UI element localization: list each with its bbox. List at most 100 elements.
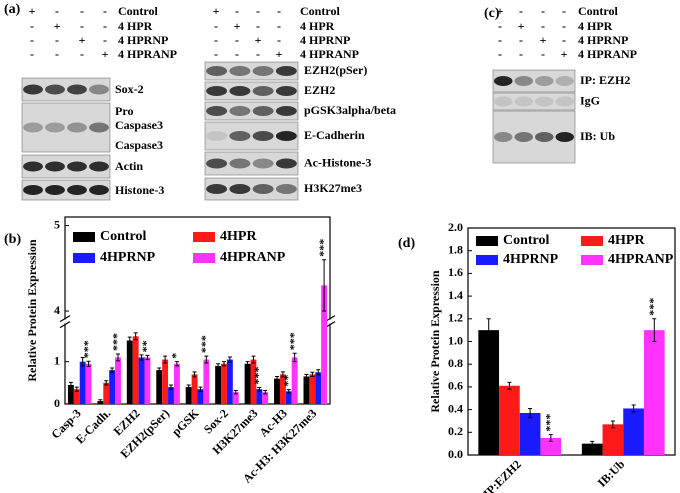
blot-band bbox=[89, 161, 109, 172]
bar bbox=[185, 387, 192, 404]
blot-band bbox=[275, 131, 297, 141]
treatment-sign: - bbox=[498, 33, 502, 47]
blot bbox=[204, 81, 299, 101]
blot-band bbox=[206, 158, 228, 169]
treatment-sign: + bbox=[540, 33, 547, 47]
error-bar bbox=[304, 373, 309, 380]
bar bbox=[126, 340, 133, 404]
blot-band bbox=[275, 106, 297, 116]
blot-band bbox=[67, 161, 87, 172]
blot-band bbox=[252, 106, 274, 116]
error-bar bbox=[186, 384, 191, 390]
legend-swatch bbox=[581, 236, 603, 246]
treatment-name: 4 HPR bbox=[300, 19, 335, 33]
treatment-sign: - bbox=[80, 4, 84, 18]
error-bar bbox=[251, 355, 256, 364]
blot bbox=[204, 151, 299, 176]
blot-label: E-Cadherin bbox=[304, 128, 365, 142]
legend-swatch bbox=[73, 232, 95, 242]
blot-band bbox=[45, 161, 65, 172]
blot-band bbox=[229, 184, 251, 194]
significance: ** bbox=[281, 375, 295, 387]
bar bbox=[244, 363, 251, 404]
bar bbox=[203, 359, 210, 404]
treatment-sign: - bbox=[562, 4, 566, 18]
y-tick-label: 5 bbox=[54, 217, 60, 231]
blot-band bbox=[206, 86, 228, 96]
blot bbox=[204, 61, 299, 81]
bar bbox=[109, 370, 116, 404]
blot-band bbox=[23, 84, 43, 95]
y-tick-label: 0.6 bbox=[448, 379, 463, 393]
bar bbox=[232, 392, 239, 404]
error-bar bbox=[507, 381, 512, 390]
legend-label: 4HPRNP bbox=[503, 252, 559, 267]
y-axis-label: Relative Protein Expression bbox=[428, 270, 442, 413]
error-bar bbox=[548, 434, 553, 442]
treatment-sign: + bbox=[234, 19, 241, 33]
error-bar bbox=[227, 356, 232, 363]
error-bar bbox=[74, 386, 79, 392]
treatment-name: 4 HPRANP bbox=[578, 47, 637, 61]
treatment-sign: - bbox=[498, 47, 502, 61]
error-bar bbox=[286, 389, 291, 394]
bar bbox=[168, 387, 174, 404]
blot-band bbox=[206, 184, 228, 194]
significance: *** bbox=[198, 335, 212, 353]
blot-band bbox=[23, 185, 43, 195]
blot-band bbox=[23, 161, 43, 172]
treatment-name: 4 HPRANP bbox=[118, 47, 177, 61]
error-bar bbox=[98, 399, 103, 403]
bar bbox=[79, 361, 86, 404]
error-bar bbox=[316, 369, 321, 376]
blot-band bbox=[45, 84, 65, 95]
bar bbox=[256, 389, 263, 404]
y-tick-label: 0.2 bbox=[448, 424, 463, 438]
treatment-sign: - bbox=[277, 33, 281, 47]
panel-label: (c) bbox=[484, 6, 500, 21]
treatment-sign: - bbox=[256, 19, 260, 33]
y-tick-label: 4 bbox=[54, 303, 60, 317]
treatment-sign: - bbox=[541, 47, 545, 61]
bar bbox=[623, 408, 644, 455]
axis-break bbox=[59, 321, 71, 329]
error-bar bbox=[590, 440, 595, 447]
error-bar bbox=[68, 381, 73, 388]
y-tick-label: 1.6 bbox=[448, 265, 463, 279]
treatment-name: Control bbox=[300, 4, 340, 18]
bar bbox=[144, 357, 151, 404]
blot-label: Ac-Histone-3 bbox=[304, 155, 371, 169]
legend-swatch bbox=[193, 232, 215, 242]
blot bbox=[492, 69, 576, 93]
blot bbox=[204, 177, 299, 201]
panel-label: (d) bbox=[398, 236, 415, 251]
significance: *** bbox=[110, 333, 124, 351]
blot-band bbox=[514, 76, 533, 86]
treatment-name: 4 HPR bbox=[578, 19, 613, 33]
legend-label: 4HPRNP bbox=[100, 250, 156, 265]
treatment-sign: - bbox=[235, 33, 239, 47]
blot-label: H3K27me3 bbox=[304, 181, 362, 195]
bar bbox=[303, 376, 310, 404]
treatment-sign: - bbox=[103, 19, 107, 33]
legend-swatch bbox=[73, 253, 95, 263]
axis-break bbox=[328, 319, 332, 324]
treatment-sign: - bbox=[277, 4, 281, 18]
significance: ** bbox=[139, 340, 153, 352]
blot-band bbox=[45, 122, 65, 133]
treatment-sign: + bbox=[255, 33, 262, 47]
blot-band bbox=[229, 66, 251, 76]
treatment-name: Control bbox=[118, 4, 158, 18]
legend-label: 4HPRANP bbox=[220, 250, 286, 265]
treatment-sign: - bbox=[55, 4, 59, 18]
blot-band bbox=[252, 131, 274, 141]
bar bbox=[643, 330, 665, 455]
blot-band bbox=[275, 158, 297, 169]
treatment-sign: - bbox=[235, 47, 239, 61]
axis-break bbox=[59, 315, 71, 323]
bar bbox=[156, 370, 163, 404]
blot-band bbox=[206, 131, 228, 141]
error-bar bbox=[245, 361, 250, 367]
blot-band bbox=[23, 122, 43, 133]
